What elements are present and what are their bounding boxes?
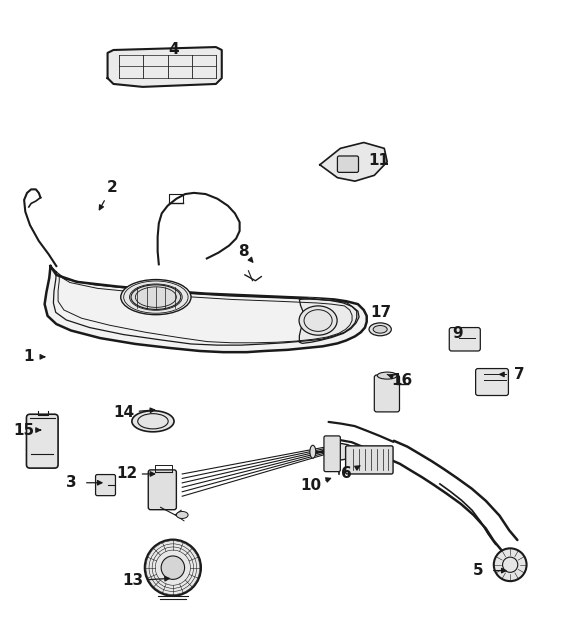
Text: 13: 13	[122, 573, 143, 588]
Ellipse shape	[369, 323, 392, 336]
Text: 6: 6	[341, 466, 352, 482]
Text: 8: 8	[238, 244, 249, 259]
Text: 9: 9	[452, 326, 463, 341]
Circle shape	[161, 556, 184, 579]
Text: 3: 3	[66, 476, 76, 490]
Text: 11: 11	[368, 153, 389, 168]
Ellipse shape	[131, 285, 181, 309]
FancyBboxPatch shape	[26, 414, 58, 468]
FancyBboxPatch shape	[375, 375, 400, 412]
Polygon shape	[45, 266, 367, 352]
FancyBboxPatch shape	[96, 474, 116, 495]
Circle shape	[145, 539, 201, 596]
Ellipse shape	[373, 326, 387, 333]
Text: 15: 15	[14, 423, 35, 438]
Ellipse shape	[299, 306, 337, 335]
Text: 10: 10	[301, 478, 322, 493]
Ellipse shape	[310, 445, 316, 458]
Text: 16: 16	[391, 373, 413, 388]
Ellipse shape	[121, 280, 191, 315]
Ellipse shape	[132, 410, 174, 432]
FancyBboxPatch shape	[324, 436, 340, 472]
Ellipse shape	[323, 443, 355, 460]
Polygon shape	[320, 143, 387, 181]
Polygon shape	[299, 298, 359, 343]
Text: 2: 2	[107, 180, 117, 195]
FancyBboxPatch shape	[149, 470, 176, 510]
Ellipse shape	[176, 512, 188, 518]
FancyBboxPatch shape	[449, 327, 480, 351]
FancyBboxPatch shape	[346, 446, 393, 474]
Text: 4: 4	[168, 42, 179, 57]
FancyBboxPatch shape	[475, 368, 508, 396]
Text: 7: 7	[514, 367, 524, 382]
FancyBboxPatch shape	[338, 156, 359, 172]
Text: 14: 14	[113, 405, 134, 420]
Text: 1: 1	[23, 349, 34, 365]
Polygon shape	[107, 47, 222, 87]
Text: 12: 12	[116, 466, 137, 482]
Ellipse shape	[377, 372, 397, 379]
Text: 5: 5	[473, 563, 483, 578]
Text: 17: 17	[371, 306, 392, 321]
Circle shape	[494, 548, 527, 581]
